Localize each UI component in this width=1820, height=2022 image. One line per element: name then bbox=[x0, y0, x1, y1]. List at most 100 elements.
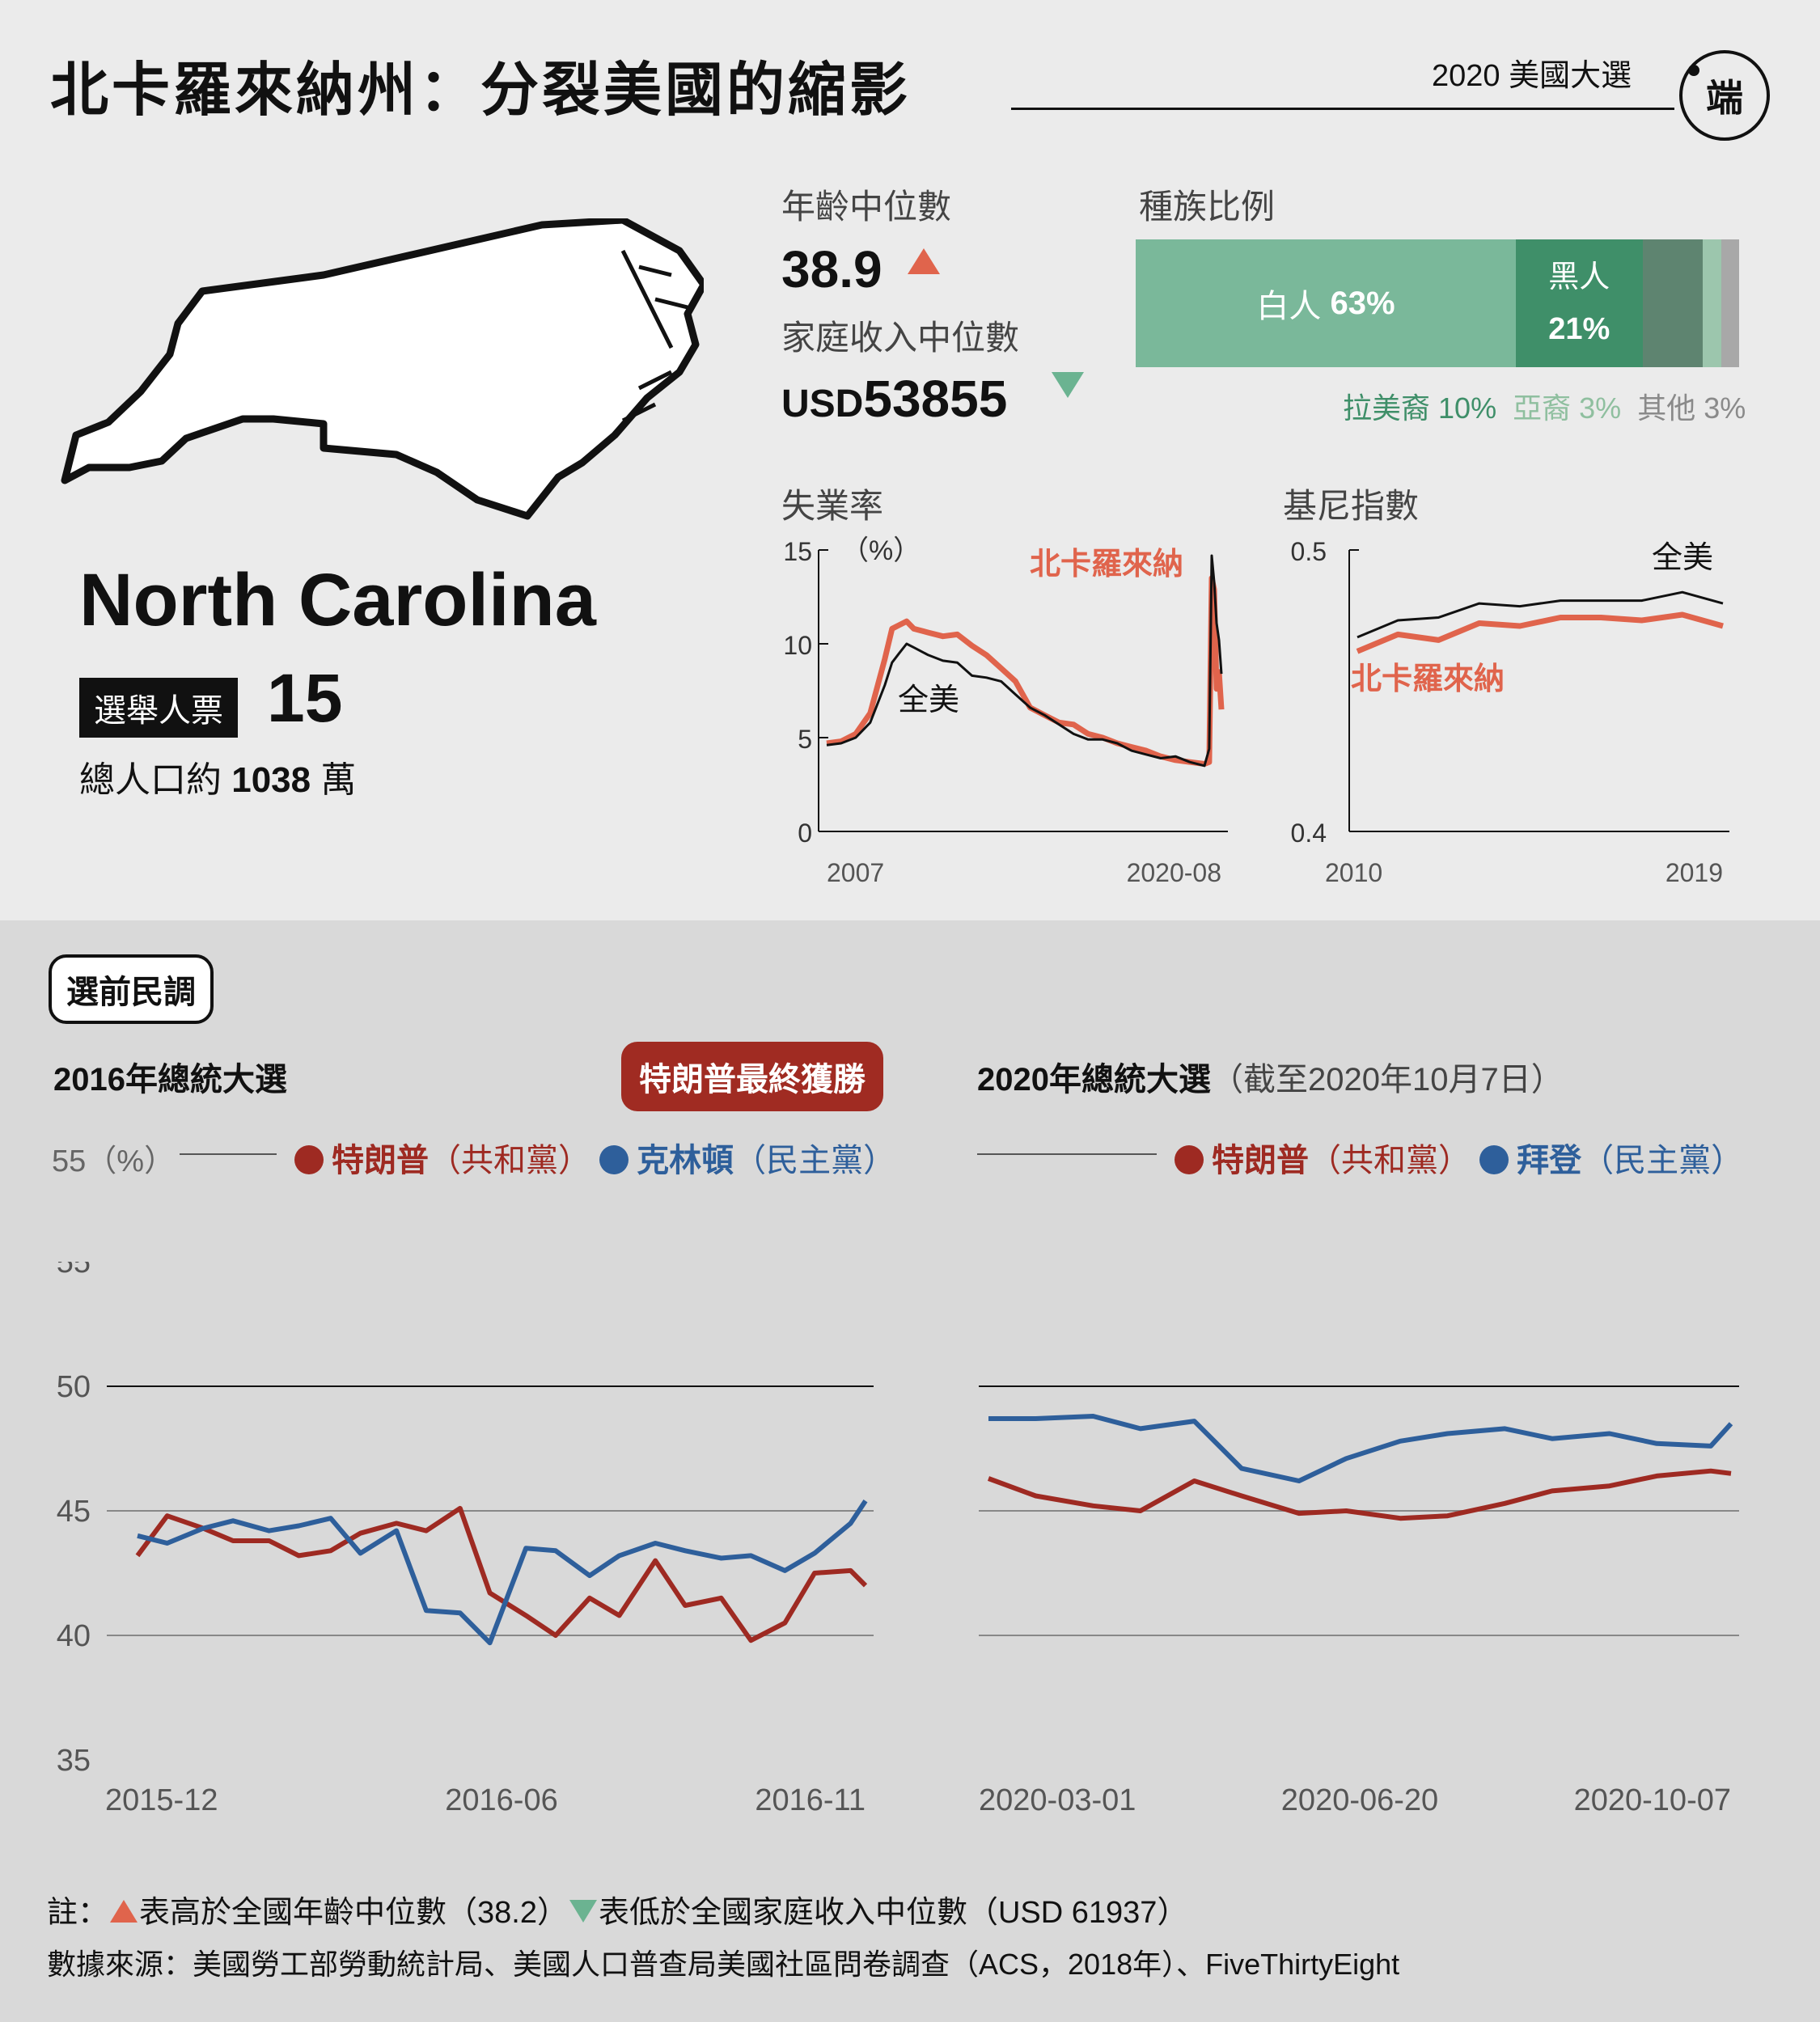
poll-2020-subtitle: （截至2020年10月7日） bbox=[1210, 1062, 1564, 1098]
unemployment-title: 失業率 bbox=[781, 487, 884, 525]
note-down-arrow-icon bbox=[569, 1900, 597, 1923]
note-down: 表低於全國家庭收入中位數（USD 61937） bbox=[598, 1896, 1188, 1930]
x-tick-label: 2010 bbox=[1325, 858, 1382, 887]
median-income-prefix: USD bbox=[781, 383, 864, 425]
population-prefix: 總人口約 bbox=[79, 760, 222, 800]
median-age-label: 年齡中位數 bbox=[781, 188, 952, 226]
biden-dot-icon bbox=[1479, 1145, 1509, 1174]
race-segment-asian bbox=[1703, 239, 1721, 367]
race-segment-hispanic bbox=[1642, 239, 1704, 367]
x-tick-label: 2020-03-01 bbox=[979, 1783, 1136, 1817]
logo-text: 端 bbox=[1706, 77, 1743, 119]
median-age-value: 38.9 bbox=[781, 240, 882, 298]
race-title: 種族比例 bbox=[1139, 188, 1276, 226]
race-label-white: 白人 bbox=[1256, 289, 1322, 324]
population-unit: 萬 bbox=[320, 760, 357, 800]
state-name: North Carolina bbox=[79, 559, 596, 641]
legend-trump-2016: 特朗普 bbox=[332, 1143, 429, 1178]
legend-rep-2016: （共和黨） bbox=[429, 1143, 590, 1178]
poll-2020-title: 2020年總統大選 bbox=[977, 1062, 1211, 1098]
x-tick-label: 2007 bbox=[827, 858, 884, 887]
gini-title: 基尼指數 bbox=[1283, 487, 1420, 525]
legend-rule-2016 bbox=[180, 1153, 277, 1155]
x-tick-label: 2020-10-07 bbox=[1574, 1783, 1731, 1817]
unit-label: （%） bbox=[841, 535, 921, 566]
population-value: 1038 bbox=[231, 760, 311, 800]
y-tick-label: 35 bbox=[57, 1744, 91, 1778]
race-value-white: 63% bbox=[1330, 285, 1395, 321]
legend-2020: 特朗普（共和黨） 拜登（民主黨） bbox=[1175, 1134, 1743, 1181]
note-prefix: 註： bbox=[47, 1896, 109, 1930]
y-tick-label: 50 bbox=[57, 1370, 91, 1404]
electoral-label: 選舉人票 bbox=[79, 678, 238, 738]
poll-2016-ytop: 55（%） bbox=[52, 1136, 175, 1180]
y-tick-label: 5 bbox=[798, 725, 812, 754]
y-tick-label: 0.4 bbox=[1291, 819, 1327, 848]
series-line-1 bbox=[1357, 590, 1724, 639]
median-income-value: 53855 bbox=[863, 370, 1008, 428]
note-up: 表高於全國年齡中位數（38.2） bbox=[139, 1896, 568, 1930]
legend-clinton: 克林頓 bbox=[637, 1143, 734, 1178]
series-label: 全美 bbox=[1652, 541, 1713, 575]
poll-2020-heading: 2020年總統大選（截至2020年10月7日） bbox=[977, 1053, 1564, 1100]
y-tick-label: 0.5 bbox=[1291, 537, 1327, 566]
legend-trump-2020: 特朗普 bbox=[1212, 1143, 1309, 1178]
y-tick-label: 45 bbox=[57, 1495, 91, 1529]
clinton-dot-icon bbox=[599, 1145, 629, 1174]
median-income-label: 家庭收入中位數 bbox=[781, 319, 1020, 357]
race-segment-other bbox=[1721, 239, 1739, 367]
race-bar: 白人 63% 黑人 21% bbox=[1136, 239, 1739, 367]
poll-y-unit: （%） bbox=[86, 1144, 176, 1178]
polls-section-label: 選前民調 bbox=[49, 954, 214, 1024]
y-tick-label: 55 bbox=[57, 1262, 91, 1280]
race-value-black: 21% bbox=[1548, 312, 1610, 346]
note-up-arrow-icon bbox=[110, 1900, 138, 1923]
race-segment-white: 白人 63% bbox=[1136, 239, 1516, 367]
y-tick-label: 40 bbox=[57, 1619, 91, 1653]
logo-dot-icon bbox=[1688, 65, 1699, 76]
polls-panel bbox=[0, 920, 1820, 2022]
race-legend: 拉美裔 10% 亞裔 3% 其他 3% bbox=[1343, 385, 1746, 427]
series-line-1 bbox=[135, 1505, 868, 1643]
legend-rule-2020 bbox=[977, 1153, 1157, 1155]
profile-panel bbox=[0, 0, 1820, 920]
series-line-2 bbox=[826, 554, 1223, 768]
y-tick-label: 0 bbox=[798, 819, 812, 848]
legend-dem-2020: （民主黨） bbox=[1581, 1143, 1744, 1178]
trump-dot-icon bbox=[294, 1145, 324, 1174]
series-label: 北卡羅來納 bbox=[1030, 548, 1183, 582]
trump-dot-icon-2020 bbox=[1175, 1145, 1204, 1174]
x-tick-label: 2016-11 bbox=[755, 1783, 866, 1817]
up-arrow-icon bbox=[908, 248, 940, 274]
state-map-icon bbox=[61, 218, 704, 520]
x-tick-label: 2020-08 bbox=[1127, 858, 1221, 887]
logo: 端 bbox=[1679, 50, 1770, 141]
poll-2020-chart: 2020-03-01 2020-06-20 2020-10-07 bbox=[979, 1385, 1739, 1817]
race-label-black: 黑人 bbox=[1548, 260, 1610, 294]
legend-rep-2020: （共和黨） bbox=[1309, 1143, 1471, 1178]
poll-2016-title: 2016年總統大選 bbox=[53, 1062, 287, 1098]
page-title: 北卡羅來納州：分裂美國的縮影 bbox=[50, 58, 912, 123]
note-line: 註： 表高於全國年齡中位數（38.2） 表低於全國家庭收入中位數（USD 61937… bbox=[47, 1887, 1187, 1931]
median-income: USD53855 bbox=[781, 369, 1007, 429]
series-label: 全美 bbox=[898, 683, 959, 717]
x-tick-label: 2019 bbox=[1666, 858, 1723, 887]
poll-2016-ytop-value: 55 bbox=[52, 1144, 87, 1178]
series-label: 北卡羅來納 bbox=[1351, 662, 1505, 696]
series-line-2 bbox=[137, 1500, 868, 1646]
population: 總人口約 1038 萬 bbox=[79, 751, 356, 802]
race-legend-other: 其他 3% bbox=[1637, 391, 1746, 425]
electoral-votes: 15 bbox=[267, 660, 343, 736]
race-segment-black: 黑人 21% bbox=[1515, 239, 1643, 367]
series-line-1 bbox=[987, 1468, 1732, 1521]
source-line: 數據來源：美國勞工部勞動統計局、美國人口普查局美國社區問卷調查（ACS，2018… bbox=[47, 1948, 1400, 1981]
legend-dem-2016: （民主黨） bbox=[734, 1143, 896, 1178]
race-legend-asian: 亞裔 3% bbox=[1513, 391, 1622, 425]
series-line-2 bbox=[1356, 611, 1724, 654]
legend-2016: 特朗普（共和黨） 克林頓（民主黨） bbox=[294, 1134, 895, 1181]
x-tick-label: 2020-06-20 bbox=[1281, 1783, 1438, 1817]
y-tick-label: 10 bbox=[783, 631, 812, 660]
x-tick-label: 2015-12 bbox=[105, 1783, 218, 1817]
